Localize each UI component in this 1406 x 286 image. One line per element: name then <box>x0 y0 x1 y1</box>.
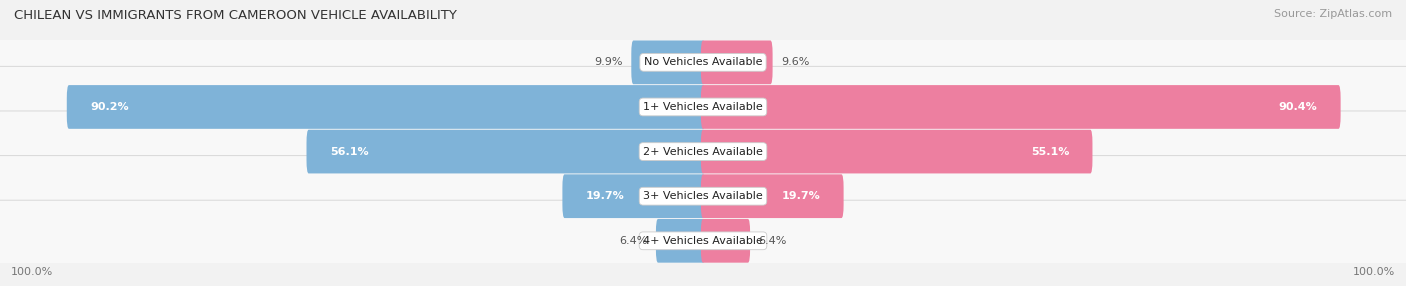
Text: 4+ Vehicles Available: 4+ Vehicles Available <box>643 236 763 246</box>
FancyBboxPatch shape <box>0 156 1406 237</box>
FancyBboxPatch shape <box>0 111 1406 192</box>
FancyBboxPatch shape <box>0 66 1406 148</box>
Text: 3+ Vehicles Available: 3+ Vehicles Available <box>643 191 763 201</box>
Text: 90.2%: 90.2% <box>90 102 128 112</box>
Text: 100.0%: 100.0% <box>11 267 53 277</box>
FancyBboxPatch shape <box>700 130 1092 173</box>
Text: 56.1%: 56.1% <box>329 147 368 156</box>
Text: No Vehicles Available: No Vehicles Available <box>644 57 762 67</box>
FancyBboxPatch shape <box>562 174 706 218</box>
FancyBboxPatch shape <box>700 85 1341 129</box>
Text: 1+ Vehicles Available: 1+ Vehicles Available <box>643 102 763 112</box>
FancyBboxPatch shape <box>700 174 844 218</box>
Text: 6.4%: 6.4% <box>759 236 787 246</box>
Text: CHILEAN VS IMMIGRANTS FROM CAMEROON VEHICLE AVAILABILITY: CHILEAN VS IMMIGRANTS FROM CAMEROON VEHI… <box>14 9 457 21</box>
Text: 9.6%: 9.6% <box>782 57 810 67</box>
FancyBboxPatch shape <box>0 22 1406 103</box>
Text: 2+ Vehicles Available: 2+ Vehicles Available <box>643 147 763 156</box>
FancyBboxPatch shape <box>655 219 706 263</box>
Text: 19.7%: 19.7% <box>782 191 821 201</box>
FancyBboxPatch shape <box>700 41 773 84</box>
Text: 55.1%: 55.1% <box>1031 147 1069 156</box>
FancyBboxPatch shape <box>0 200 1406 281</box>
Text: 90.4%: 90.4% <box>1278 102 1317 112</box>
Text: Source: ZipAtlas.com: Source: ZipAtlas.com <box>1274 9 1392 19</box>
Text: 100.0%: 100.0% <box>1353 267 1395 277</box>
FancyBboxPatch shape <box>631 41 706 84</box>
FancyBboxPatch shape <box>700 219 751 263</box>
Text: 9.9%: 9.9% <box>595 57 623 67</box>
FancyBboxPatch shape <box>307 130 706 173</box>
Text: 19.7%: 19.7% <box>586 191 624 201</box>
Text: 6.4%: 6.4% <box>619 236 647 246</box>
FancyBboxPatch shape <box>66 85 704 129</box>
